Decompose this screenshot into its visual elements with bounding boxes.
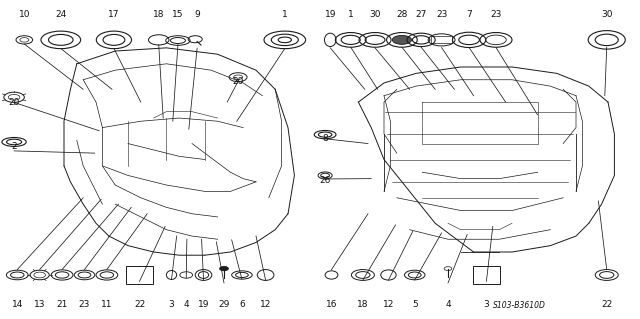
Text: 5: 5 bbox=[412, 300, 417, 309]
Text: 23: 23 bbox=[490, 10, 502, 19]
Text: 19: 19 bbox=[324, 10, 336, 19]
Text: 14: 14 bbox=[12, 300, 23, 309]
Text: 18: 18 bbox=[153, 10, 164, 19]
Text: 22: 22 bbox=[601, 300, 612, 309]
Bar bbox=[126, 266, 153, 284]
Circle shape bbox=[220, 266, 228, 271]
Text: 20: 20 bbox=[232, 77, 244, 86]
Text: 22: 22 bbox=[134, 300, 145, 309]
Bar bbox=[431, 36, 452, 43]
Text: 19: 19 bbox=[198, 300, 209, 309]
Text: 29: 29 bbox=[218, 300, 230, 309]
Text: 4: 4 bbox=[184, 300, 189, 309]
Text: 23: 23 bbox=[436, 10, 447, 19]
Text: 6: 6 bbox=[239, 300, 244, 309]
Text: 20: 20 bbox=[8, 98, 20, 107]
Text: 12: 12 bbox=[260, 300, 271, 309]
Text: 13: 13 bbox=[34, 300, 45, 309]
Text: 21: 21 bbox=[56, 300, 68, 309]
Text: 12: 12 bbox=[383, 300, 394, 309]
Text: 4: 4 bbox=[445, 300, 451, 309]
Text: 7: 7 bbox=[467, 10, 472, 19]
Text: 30: 30 bbox=[601, 10, 612, 19]
Text: 30: 30 bbox=[369, 10, 381, 19]
Text: 26: 26 bbox=[319, 176, 331, 185]
Text: 16: 16 bbox=[326, 300, 337, 309]
Text: 2: 2 bbox=[12, 142, 17, 151]
Ellipse shape bbox=[392, 35, 412, 44]
Text: 9: 9 bbox=[195, 10, 200, 19]
Text: 3: 3 bbox=[169, 300, 174, 309]
Text: 27: 27 bbox=[415, 10, 427, 19]
Text: S103-B3610D: S103-B3610D bbox=[493, 301, 546, 310]
Text: 15: 15 bbox=[172, 10, 184, 19]
Text: 1: 1 bbox=[282, 10, 287, 19]
Text: 3: 3 bbox=[484, 300, 489, 309]
Text: 18: 18 bbox=[357, 300, 369, 309]
Text: 8: 8 bbox=[323, 134, 328, 143]
Text: 10: 10 bbox=[19, 10, 30, 19]
Text: 24: 24 bbox=[55, 10, 67, 19]
Text: 23: 23 bbox=[79, 300, 90, 309]
Text: 11: 11 bbox=[101, 300, 113, 309]
Text: 28: 28 bbox=[396, 10, 408, 19]
Bar bbox=[473, 266, 500, 284]
Text: 17: 17 bbox=[108, 10, 120, 19]
Text: 1: 1 bbox=[348, 10, 353, 19]
